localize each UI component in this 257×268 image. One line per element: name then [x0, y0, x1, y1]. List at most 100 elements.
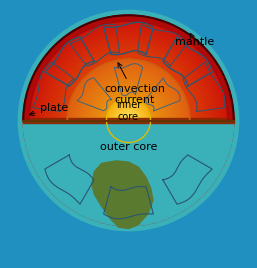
Circle shape: [91, 83, 166, 158]
Circle shape: [86, 78, 171, 163]
Circle shape: [114, 106, 143, 135]
Circle shape: [90, 82, 167, 159]
Circle shape: [100, 92, 157, 149]
Circle shape: [118, 110, 139, 131]
Circle shape: [27, 20, 230, 222]
Circle shape: [122, 114, 135, 127]
Circle shape: [94, 86, 163, 155]
Circle shape: [126, 118, 131, 122]
Circle shape: [70, 62, 187, 180]
Polygon shape: [92, 161, 153, 228]
Circle shape: [109, 102, 148, 139]
Circle shape: [82, 74, 175, 167]
Circle shape: [40, 32, 217, 209]
Circle shape: [124, 116, 133, 125]
Circle shape: [38, 30, 219, 211]
Circle shape: [109, 101, 148, 140]
Circle shape: [23, 15, 234, 226]
Circle shape: [25, 17, 232, 224]
Circle shape: [92, 84, 165, 157]
Circle shape: [47, 38, 210, 203]
Circle shape: [111, 103, 146, 138]
Circle shape: [84, 76, 173, 165]
Circle shape: [106, 99, 151, 143]
Circle shape: [120, 112, 137, 129]
Circle shape: [78, 70, 179, 171]
Circle shape: [32, 24, 225, 217]
Circle shape: [110, 102, 147, 139]
Circle shape: [124, 116, 133, 125]
Circle shape: [76, 68, 181, 174]
Circle shape: [61, 53, 196, 188]
Circle shape: [49, 40, 208, 200]
Circle shape: [114, 106, 143, 135]
Circle shape: [118, 110, 139, 131]
Circle shape: [103, 95, 154, 146]
Circle shape: [34, 26, 223, 215]
Circle shape: [112, 104, 145, 137]
Circle shape: [18, 10, 239, 231]
Circle shape: [95, 87, 162, 154]
Circle shape: [71, 64, 186, 178]
Circle shape: [124, 117, 133, 125]
Circle shape: [67, 59, 190, 182]
Circle shape: [112, 104, 145, 137]
Circle shape: [67, 59, 190, 182]
Circle shape: [72, 64, 185, 177]
Circle shape: [116, 108, 141, 133]
Circle shape: [96, 88, 161, 153]
Circle shape: [59, 51, 198, 190]
Circle shape: [78, 70, 179, 172]
Circle shape: [126, 118, 131, 123]
Circle shape: [80, 72, 177, 169]
Circle shape: [93, 85, 164, 156]
Circle shape: [110, 102, 147, 139]
Circle shape: [81, 74, 176, 168]
Circle shape: [114, 106, 143, 135]
Circle shape: [74, 66, 183, 175]
Polygon shape: [23, 121, 234, 226]
Circle shape: [53, 45, 204, 196]
Circle shape: [80, 72, 177, 169]
Circle shape: [125, 117, 132, 124]
Circle shape: [99, 91, 158, 150]
Circle shape: [122, 114, 135, 127]
Circle shape: [101, 93, 156, 148]
Circle shape: [106, 98, 151, 143]
Circle shape: [115, 107, 142, 134]
Circle shape: [108, 100, 149, 141]
Circle shape: [65, 57, 192, 184]
Circle shape: [84, 76, 173, 165]
Circle shape: [74, 65, 183, 176]
Text: plate: plate: [30, 103, 69, 116]
Circle shape: [98, 90, 159, 151]
Text: mantle: mantle: [175, 33, 214, 47]
Text: inner
core: inner core: [116, 100, 141, 122]
Circle shape: [102, 94, 155, 147]
Circle shape: [76, 68, 181, 173]
Circle shape: [105, 97, 152, 144]
Circle shape: [120, 112, 137, 129]
Circle shape: [42, 34, 215, 207]
Circle shape: [88, 81, 169, 161]
Circle shape: [63, 55, 194, 186]
Circle shape: [44, 36, 213, 205]
Circle shape: [108, 100, 149, 142]
Circle shape: [121, 113, 136, 128]
Circle shape: [127, 120, 130, 122]
Circle shape: [112, 104, 145, 137]
Circle shape: [116, 109, 141, 133]
Text: convection
current: convection current: [104, 63, 165, 105]
Circle shape: [97, 89, 160, 152]
Circle shape: [86, 79, 171, 163]
Circle shape: [55, 47, 202, 194]
Circle shape: [123, 115, 134, 126]
Circle shape: [51, 43, 206, 198]
Circle shape: [116, 108, 141, 133]
Circle shape: [88, 80, 169, 161]
Text: outer core: outer core: [100, 143, 157, 152]
Circle shape: [122, 114, 135, 127]
Circle shape: [36, 28, 221, 213]
Circle shape: [113, 105, 144, 136]
Circle shape: [126, 118, 131, 123]
